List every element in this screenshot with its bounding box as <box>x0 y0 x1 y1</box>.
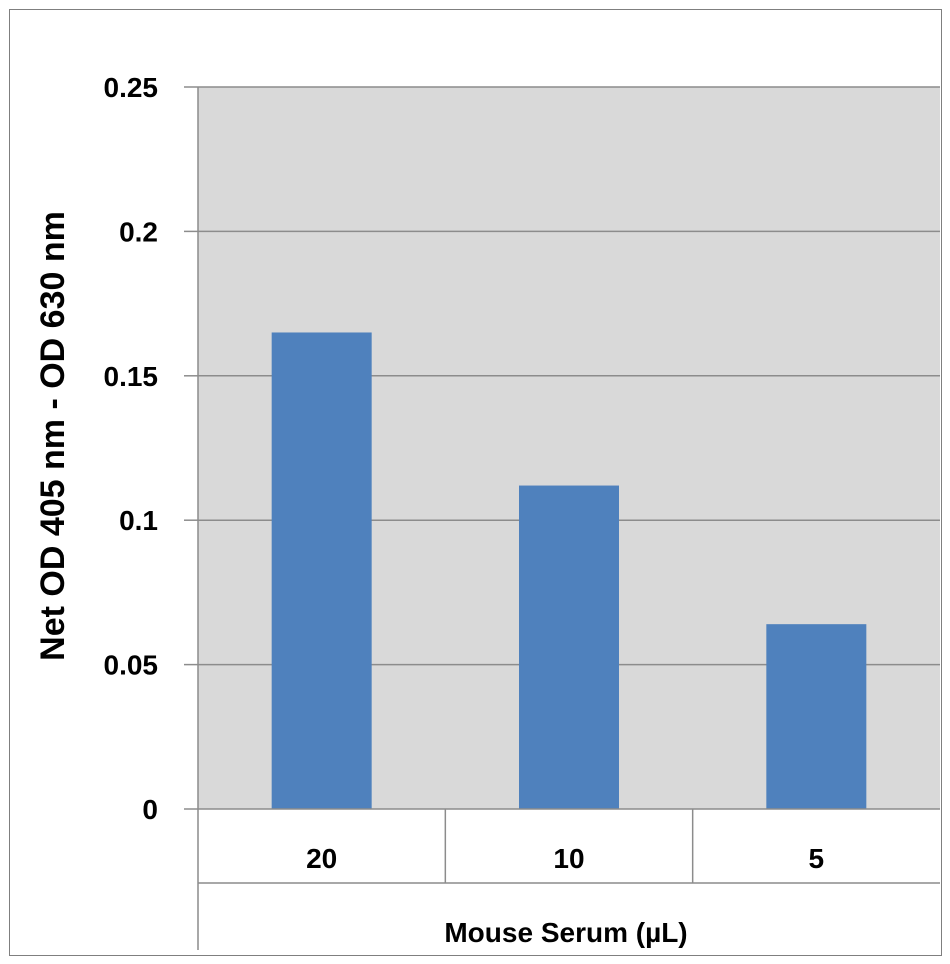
y-tick-labels: 0 0.05 0.1 0.15 0.2 0.25 <box>104 72 159 825</box>
y-axis-title: Net OD 405 nm - OD 630 nm <box>34 211 72 661</box>
axes <box>184 86 940 950</box>
bar <box>766 624 867 809</box>
y-tick-label: 0.05 <box>104 650 159 681</box>
y-tick-label: 0.1 <box>119 505 158 536</box>
x-category-labels: 20 10 5 <box>306 843 824 874</box>
y-tick-label: 0 <box>142 794 158 825</box>
x-category-label: 5 <box>809 843 825 874</box>
x-category-label: 20 <box>306 843 337 874</box>
bar <box>519 485 619 809</box>
x-category-label: 10 <box>553 843 584 874</box>
y-tick-label: 0.25 <box>104 72 159 103</box>
y-tick-label: 0.15 <box>104 361 159 392</box>
bars <box>271 332 867 809</box>
x-axis-title: Mouse Serum (µL) <box>444 917 687 948</box>
y-tick-label: 0.2 <box>119 216 158 247</box>
bar <box>271 332 372 809</box>
